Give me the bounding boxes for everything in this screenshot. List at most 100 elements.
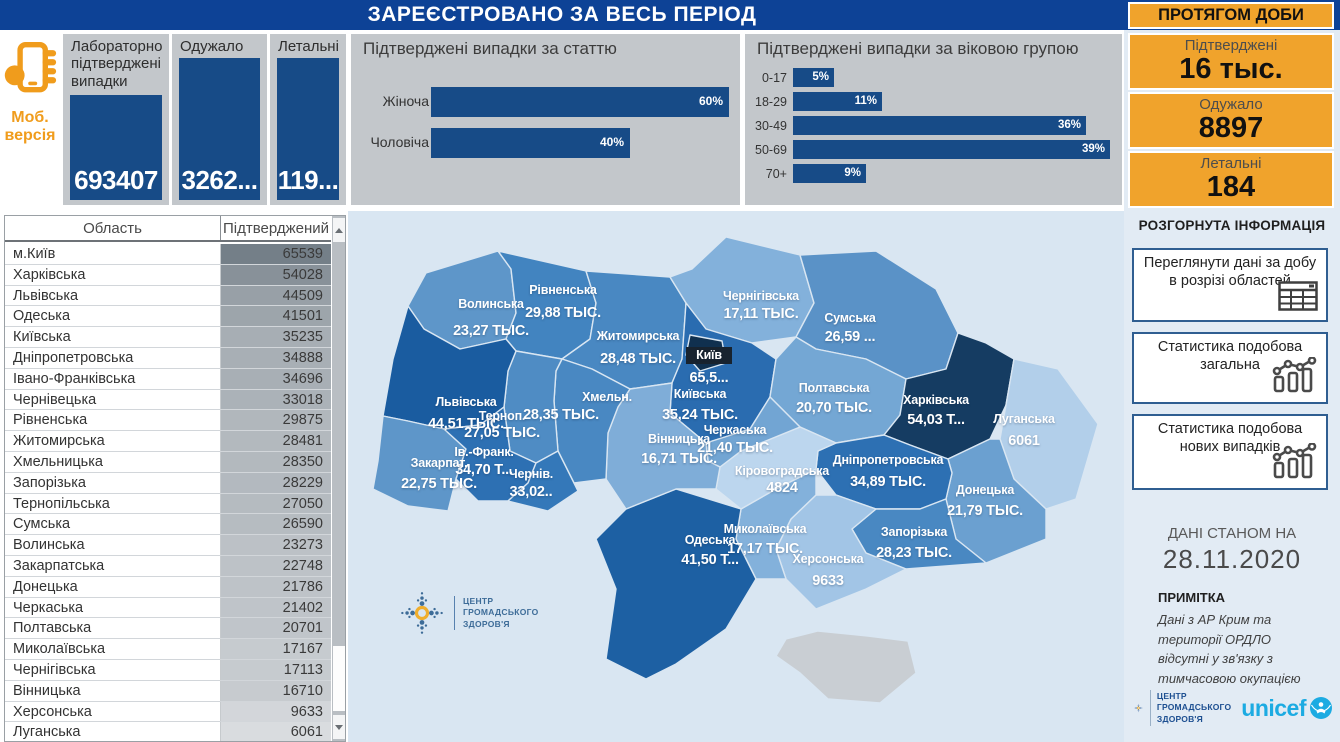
table-row[interactable]: Хмельницька 28350 (5, 451, 331, 473)
table-row[interactable]: м.Київ 65539 (5, 244, 331, 265)
region-name-cell: Черкаська (5, 597, 221, 618)
region-name-cell: Волинська (5, 535, 221, 555)
table-row[interactable]: Донецька 21786 (5, 576, 331, 598)
scroll-up-button[interactable] (333, 218, 345, 242)
region-odesa[interactable] (595, 488, 757, 680)
table-scrollbar[interactable] (331, 216, 345, 741)
table-icon (1278, 281, 1318, 316)
age-bar[interactable]: 5% (793, 68, 834, 87)
chart-icon (1272, 356, 1318, 398)
table-row[interactable]: Житомирська 28481 (5, 431, 331, 452)
age-value-label: 5% (812, 71, 829, 83)
mobile-version-link[interactable]: Моб. версія (0, 34, 60, 205)
daily-card-label: Одужало (1199, 96, 1263, 113)
table-row[interactable]: Луганська 6061 (5, 722, 331, 741)
gender-bar[interactable]: 60% (431, 87, 729, 117)
age-bar[interactable]: 39% (793, 140, 1110, 159)
watermark-divider (454, 596, 455, 630)
table-row[interactable]: Одеська 41501 (5, 306, 331, 328)
region-crimea[interactable] (775, 630, 917, 704)
region-table-header: Область Підтверджений (5, 216, 345, 242)
daily-card-deaths: Летальні 184 (1128, 151, 1334, 208)
footer-logos: ЦЕНТР ГРОМАДСЬКОГО ЗДОРОВ'Я unicef (1134, 678, 1334, 738)
table-row[interactable]: Львівська 44509 (5, 285, 331, 307)
table-row[interactable]: Івано-Франківська 34696 (5, 368, 331, 390)
region-name-cell: м.Київ (5, 244, 221, 264)
table-row[interactable]: Чернівецька 33018 (5, 389, 331, 411)
map-watermark: ЦЕНТР ГРОМАДСЬКОГО ЗДОРОВ'Я (400, 591, 539, 635)
card-value-box: 3262... (179, 58, 260, 200)
table-row[interactable]: Чернігівська 17113 (5, 659, 331, 681)
age-category-label: 30-49 (755, 119, 787, 133)
table-row[interactable]: Харківська 54028 (5, 264, 331, 286)
region-name-cell: Херсонська (5, 701, 221, 722)
region-name-cell: Чернігівська (5, 659, 221, 680)
gender-category-label: Чоловіча (370, 134, 429, 150)
age-bar[interactable]: 11% (793, 92, 882, 111)
table-row[interactable]: Київська 35235 (5, 327, 331, 348)
table-row[interactable]: Херсонська 9633 (5, 701, 331, 723)
age-bar-row: 50-69 39% (745, 140, 1122, 159)
region-name-cell: Харківська (5, 264, 221, 285)
data-date-value: 28.11.2020 (1162, 544, 1302, 574)
note-title: ПРИМІТКА (1158, 590, 1226, 605)
watermark-text: ЦЕНТР ГРОМАДСЬКОГО ЗДОРОВ'Я (463, 596, 539, 629)
gender-value-label: 40% (599, 135, 624, 149)
confirmed-value-cell: 9633 (221, 701, 331, 722)
age-chart-panel: Підтверджені випадки за віковою групою 0… (745, 34, 1122, 205)
table-row[interactable]: Волинська 23273 (5, 535, 331, 556)
age-value-label: 39% (1081, 143, 1105, 155)
button-daily-stats-total[interactable]: Статистика подобова загальна (1132, 332, 1328, 404)
region-name-cell: Київська (5, 327, 221, 347)
region-kharkiv[interactable] (883, 332, 1015, 460)
daily-panel-title: ПРОТЯГОМ ДОБИ (1128, 2, 1334, 29)
column-header-confirmed[interactable]: Підтверджений (222, 220, 330, 237)
confirmed-value-cell: 29875 (221, 410, 331, 431)
scroll-down-button[interactable] (333, 715, 345, 739)
table-row[interactable]: Рівненська 29875 (5, 410, 331, 432)
table-row[interactable]: Дніпропетровська 34888 (5, 347, 331, 369)
table-row[interactable]: Черкаська 21402 (5, 597, 331, 619)
daily-card-label: Підтверджені (1184, 37, 1278, 54)
confirmed-value-cell: 6061 (221, 722, 331, 741)
button-daily-by-region[interactable]: Переглянути дані за добу в розрізі облас… (1132, 248, 1328, 322)
confirmed-value-cell: 21402 (221, 597, 331, 618)
table-row[interactable]: Вінницька 16710 (5, 680, 331, 702)
mobile-version-label: Моб. версія (4, 109, 56, 145)
confirmed-value-cell: 28350 (221, 451, 331, 472)
region-name-cell: Одеська (5, 306, 221, 327)
phc-logo-icon (401, 592, 443, 634)
region-name-cell: Запорізька (5, 472, 221, 493)
button-label: Переглянути дані за добу в розрізі облас… (1143, 255, 1317, 290)
scrollbar-thumb[interactable] (333, 646, 345, 711)
table-row[interactable]: Тернопільська 27050 (5, 493, 331, 515)
region-name-cell: Дніпропетровська (5, 347, 221, 368)
confirmed-value-cell: 16710 (221, 680, 331, 701)
age-category-label: 0-17 (761, 71, 787, 85)
region-name-cell: Полтавська (5, 618, 221, 639)
region-chernivtsi[interactable] (507, 450, 579, 512)
table-row[interactable]: Закарпатська 22748 (5, 555, 331, 577)
card-value-box: 693407 (70, 95, 162, 200)
button-daily-stats-new-cases[interactable]: Статистика подобова нових випадків (1132, 414, 1328, 490)
age-chart-title: Підтверджені випадки за віковою групою (757, 39, 1079, 58)
age-bar[interactable]: 36% (793, 116, 1086, 135)
table-row[interactable]: Миколаївська 17167 (5, 639, 331, 660)
region-ternopil[interactable] (503, 350, 563, 464)
region-zakarpattia[interactable] (372, 415, 467, 512)
daily-card-value: 8897 (1198, 112, 1264, 144)
confirmed-value-cell: 65539 (221, 244, 331, 264)
data-date-label: ДАНІ СТАНОМ НА (1167, 525, 1297, 542)
daily-card-recovered: Одужало 8897 (1128, 92, 1334, 149)
card-label: Лабораторно підтверджені випадки (71, 38, 163, 90)
age-bar[interactable]: 9% (793, 164, 866, 183)
card-value: 119... (277, 165, 339, 195)
card-lab-confirmed: Лабораторно підтверджені випадки 693407 (63, 34, 169, 205)
gender-bar[interactable]: 40% (431, 128, 630, 158)
table-row[interactable]: Запорізька 28229 (5, 472, 331, 494)
unicef-globe-icon (1310, 697, 1332, 719)
column-header-region[interactable]: Область (5, 216, 221, 240)
page-title: ЗАРЕЄСТРОВАНО ЗА ВЕСЬ ПЕРІОД (367, 3, 757, 26)
table-row[interactable]: Полтавська 20701 (5, 618, 331, 640)
table-row[interactable]: Сумська 26590 (5, 514, 331, 536)
